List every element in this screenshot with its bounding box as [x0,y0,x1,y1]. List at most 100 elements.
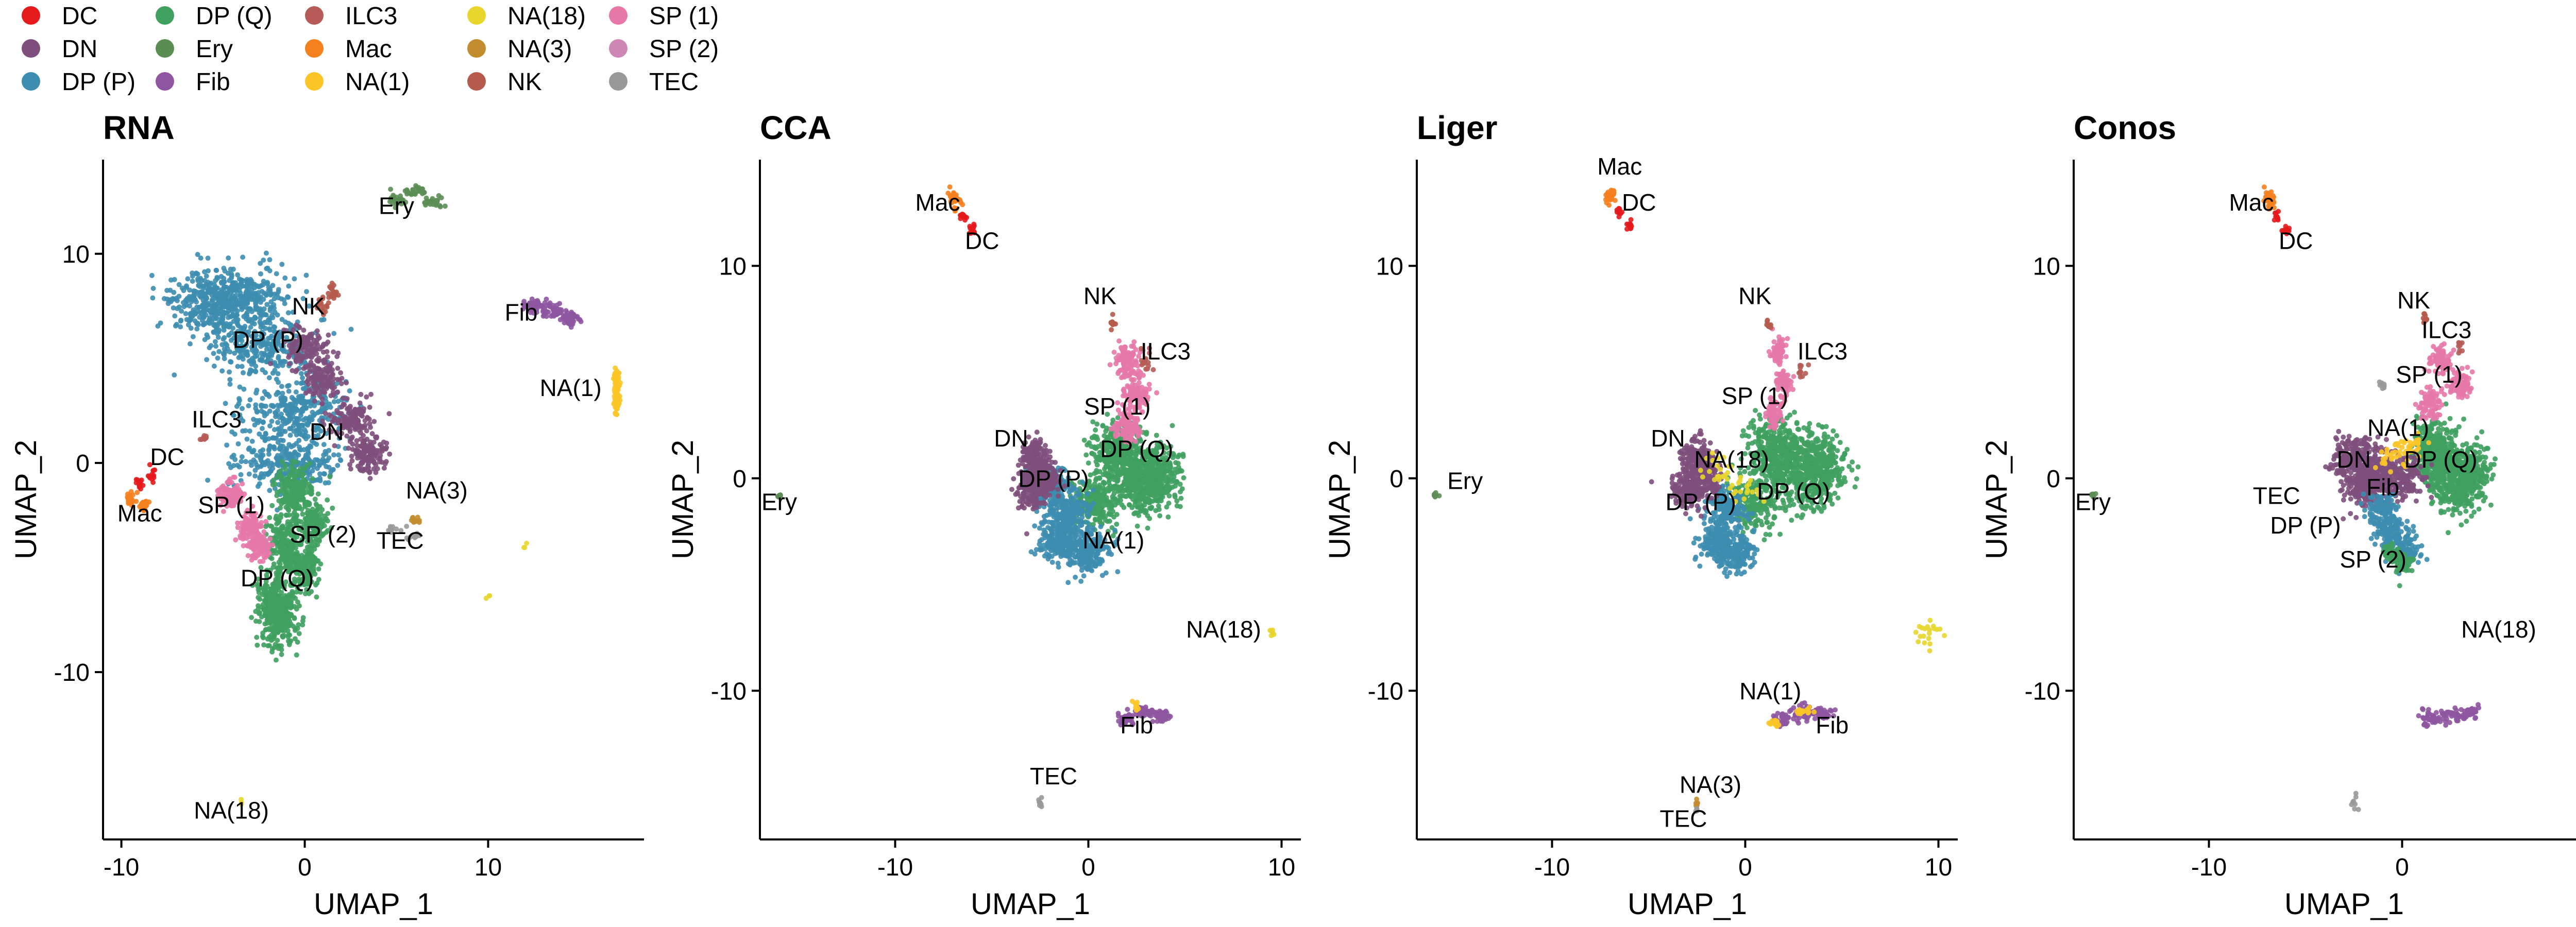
data-point [347,388,352,393]
data-point [350,441,355,447]
data-point [196,304,202,310]
data-point [324,386,329,391]
data-point [225,346,230,351]
data-point [191,288,197,294]
legend-item: Ery [156,36,233,63]
data-point [340,396,346,401]
data-point [267,488,273,493]
data-point [1167,485,1173,491]
data-point [1174,503,1180,509]
legend-label: ILC3 [345,3,397,30]
data-point [1169,479,1175,485]
data-point [231,335,236,341]
data-point [273,657,279,663]
data-point [240,305,245,311]
data-point [134,490,140,495]
data-point [273,414,278,419]
legend-label: NA(1) [345,68,410,96]
data-point [410,514,416,520]
data-point [249,356,255,362]
data-point [294,380,299,386]
cluster-label: DC [150,443,184,470]
data-point [314,580,320,586]
data-point [221,284,227,290]
data-point [325,497,330,503]
data-point [239,343,244,349]
data-point [211,351,216,356]
data-point [371,419,377,424]
data-point [299,495,304,501]
data-point [616,370,622,376]
data-point [331,452,336,458]
data-point [308,334,313,339]
data-point [290,458,296,464]
data-point [325,511,331,517]
data-point [348,466,353,472]
legend-swatch [305,39,324,58]
data-point [213,344,218,349]
cluster-label: DN [310,418,344,445]
data-point [300,511,306,517]
data-point [321,471,327,476]
data-point [1081,437,1087,443]
data-point [149,272,155,278]
data-point [1108,512,1114,518]
data-point [1110,485,1115,491]
legend-item: NA(3) [467,36,572,63]
data-point [277,543,283,548]
data-point [316,358,321,364]
legend-item: DP (P) [22,68,135,96]
data-point [284,335,290,340]
data-point [286,353,292,358]
data-point [300,375,306,381]
data-point [203,294,209,299]
data-point [267,515,273,521]
data-point [1153,484,1158,489]
data-point [171,305,176,311]
legend-swatch [22,6,40,25]
legend-item: DC [22,3,97,30]
data-point [279,317,285,322]
data-point [1141,495,1147,501]
data-point [270,607,276,612]
data-point [346,445,351,451]
data-point [321,367,327,372]
data-point [127,493,133,499]
data-point [297,491,303,496]
data-point [205,255,211,261]
data-point [270,370,276,376]
data-point [326,300,331,305]
data-point [259,426,265,431]
data-point [1118,484,1124,490]
data-point [298,556,303,562]
data-point [272,291,277,297]
data-point [267,423,273,428]
data-point [1137,467,1143,473]
data-point [334,408,340,414]
data-point [202,300,208,305]
data-point [326,380,331,385]
data-point [275,462,281,468]
data-point [303,352,309,357]
data-point [304,463,310,469]
data-point [1149,462,1155,468]
data-point [314,328,320,334]
data-point [319,401,325,406]
data-point [279,608,285,614]
data-point [313,347,318,353]
data-point [276,559,282,565]
data-point [1145,513,1150,519]
data-point [266,634,272,640]
data-point [213,267,219,273]
data-point [238,294,244,300]
data-point [1097,483,1103,488]
data-point [227,382,233,387]
data-point [257,481,262,487]
data-point [374,434,380,440]
cluster-label: Ery [379,193,414,219]
data-point [1173,460,1179,466]
data-point [267,626,273,632]
data-point [373,470,379,475]
data-point [279,262,285,267]
